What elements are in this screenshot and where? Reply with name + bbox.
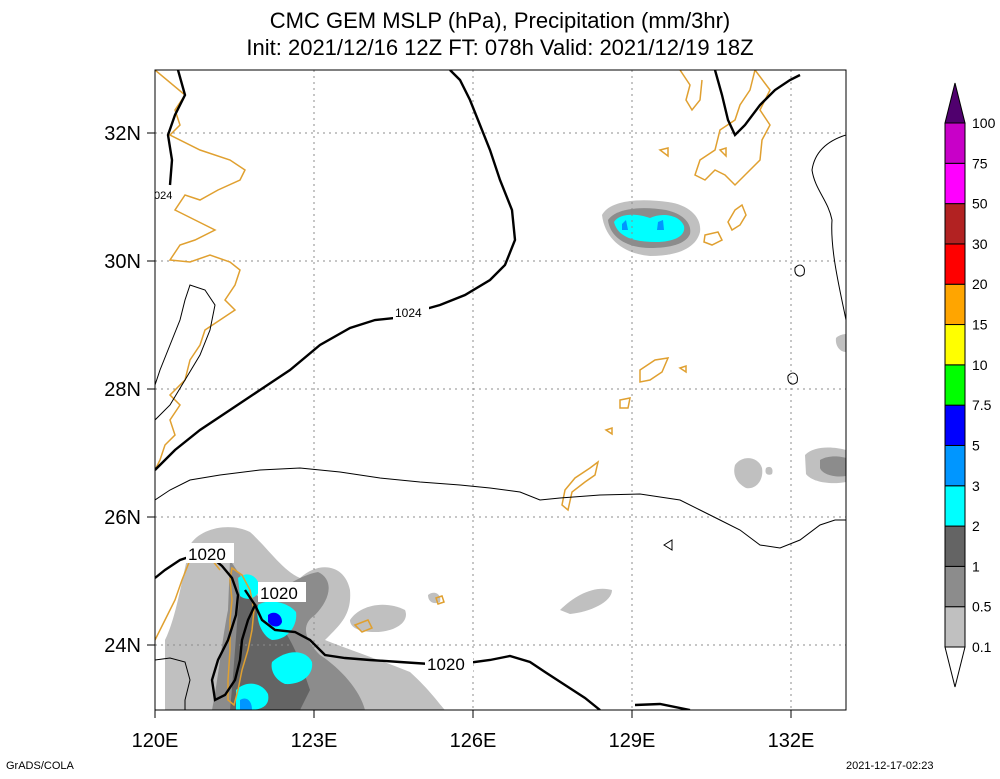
precip-blue-core — [268, 612, 282, 627]
precip-cyan-b — [271, 652, 313, 685]
isobar-1024-main — [155, 70, 517, 471]
footer-timestamp: 2021-12-17-02:23 — [846, 760, 934, 772]
colorbar-box — [944, 283, 966, 326]
lon-label-126e: 126E — [450, 730, 497, 752]
lon-label-129e: 129E — [609, 730, 656, 752]
colorbar-label: 50 — [972, 196, 988, 212]
precip-patch-east-5 — [765, 466, 773, 475]
coast-china — [155, 70, 246, 471]
colorbar-label: 10 — [972, 357, 988, 373]
colorbar-box — [944, 606, 966, 648]
coast-ryukyu-1 — [639, 357, 670, 383]
precip-blue-core-2 — [240, 698, 252, 710]
colorbar-box — [944, 485, 966, 527]
colorbar-label: 15 — [972, 317, 988, 333]
colorbar-label: 2 — [972, 518, 980, 534]
lat-label-24n: 24N — [104, 635, 141, 657]
latitude-labels: 32N 30N 28N 26N 24N — [104, 123, 141, 657]
isobar-east-loop-1 — [794, 264, 805, 277]
coast-ryukyu-8 — [353, 619, 374, 633]
isobars-thin — [155, 134, 846, 710]
precip-patch-east-4 — [835, 334, 846, 352]
colorbar-box — [944, 162, 966, 205]
contour-label-1024-mid: 1024 — [395, 306, 422, 320]
contour-label-1020-c: 1020 — [427, 655, 465, 674]
coast-ryukyu-3 — [561, 460, 600, 512]
contour-labels: 024 1024 1020 1020 1020 — [154, 187, 473, 674]
isobar-1026-west — [155, 284, 216, 421]
coast-ryukyu-6 — [658, 147, 669, 158]
colorbar-label: 7.5 — [972, 397, 992, 413]
isobars-thick — [155, 70, 801, 710]
lat-label-32n: 32N — [104, 123, 141, 145]
coast-ryukyu-5 — [678, 364, 687, 374]
colorbar-label: 0.1 — [972, 639, 992, 655]
map-plot-area: 024 1024 1020 1020 1020 — [154, 70, 846, 710]
coast-kyushu — [694, 70, 771, 187]
precip-patch-e2 — [560, 588, 612, 614]
colorbar-under-triangle — [944, 646, 966, 688]
colorbar-label: 3 — [972, 478, 980, 494]
precip-blue-ne-2 — [657, 220, 664, 230]
colorbar-box — [944, 324, 966, 366]
precip-patch-east-1 — [734, 458, 763, 489]
colorbar-over-triangle — [944, 82, 966, 124]
colorbar-label: 100 — [972, 115, 996, 131]
colorbar-label: 75 — [972, 155, 988, 171]
graticule — [155, 70, 846, 710]
lat-label-26n: 26N — [104, 507, 141, 529]
colorbar-box — [944, 525, 966, 567]
contour-label-1024-left: 024 — [154, 190, 172, 202]
isobar-sw-small — [155, 657, 191, 710]
coast-korea-island — [679, 70, 703, 112]
lon-label-120e: 120E — [132, 730, 179, 752]
colorbar-box — [944, 364, 966, 406]
isobar-1022-north — [155, 467, 846, 549]
precip-patch-e1 — [350, 604, 406, 632]
colorbar-box — [944, 203, 966, 245]
colorbar-label: 1 — [972, 558, 980, 574]
colorbar-box — [944, 243, 966, 285]
colorbar-label: 0.5 — [972, 599, 992, 615]
colorbar-box — [944, 404, 966, 446]
colorbar-box — [944, 122, 966, 164]
map-frame — [154, 69, 847, 711]
precip-patch-east-3 — [820, 456, 846, 477]
longitude-labels: 120E 123E 126E 129E 132E — [132, 730, 815, 752]
footer-credit: GrADS/COLA — [6, 760, 74, 772]
isobar-1024-kyushu — [713, 70, 801, 138]
precipitation-colorbar: 0.1 0.5 1 2 3 5 7.5 10 15 20 30 50 75 100 — [944, 82, 996, 688]
colorbar-label: 30 — [972, 236, 988, 252]
colorbar-box — [944, 565, 966, 608]
precip-blue-ne-1 — [622, 220, 628, 230]
coast-ryukyu-9 — [435, 595, 445, 605]
contour-label-1020-b: 1020 — [260, 584, 298, 603]
precipitation-shading — [165, 200, 846, 710]
coast-ryukyu-4 — [604, 426, 613, 436]
map-title: CMC GEM MSLP (hPa), Precipitation (mm/3h… — [269, 8, 731, 33]
coast-ryukyu-7 — [718, 146, 727, 158]
lat-label-28n: 28N — [104, 379, 141, 401]
coast-islands-a — [727, 203, 747, 232]
contour-label-1020-a: 1020 — [188, 545, 226, 564]
lat-label-30n: 30N — [104, 251, 141, 273]
isobar-1026-east — [811, 134, 846, 321]
isobar-east-loop-2 — [787, 372, 798, 385]
lon-label-123e: 123E — [291, 730, 338, 752]
lon-label-132e: 132E — [768, 730, 815, 752]
colorbar-label: 5 — [972, 437, 980, 453]
coast-islands-b — [703, 231, 724, 246]
isobar-1020-se — [634, 702, 691, 710]
axis-ticks — [147, 132, 792, 718]
isobar-1020-mid — [244, 589, 601, 710]
colorbar-box — [944, 444, 966, 487]
map-subtitle: Init: 2021/12/16 12Z FT: 078h Valid: 202… — [246, 35, 754, 60]
coast-ryukyu-2 — [619, 397, 631, 409]
colorbar-label: 20 — [972, 276, 988, 292]
isobar-east-loop-3 — [663, 539, 673, 551]
isobar-1024-left — [166, 70, 187, 186]
